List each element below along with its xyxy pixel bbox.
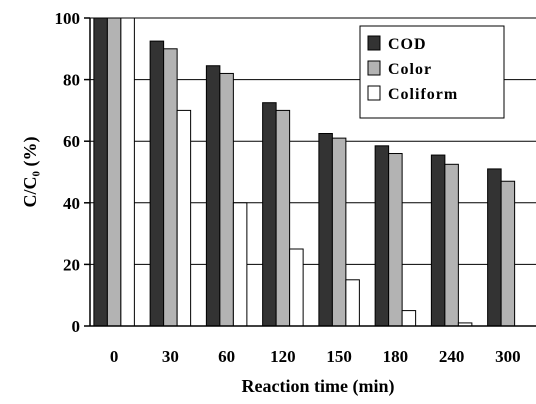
bar-color-240 — [444, 163, 459, 327]
x-tick-label-30: 30 — [162, 347, 179, 366]
bar-cod-30 — [149, 40, 165, 327]
bar-cod-60 — [205, 65, 221, 327]
bar-coliform-30 — [176, 109, 192, 327]
y-axis-title: C/C₀ (%) — [20, 137, 41, 208]
legend-label-color: Color — [388, 61, 432, 78]
y-tick-labels: 0 20 40 60 80 100 — [55, 9, 81, 336]
x-tick-label-120: 120 — [270, 347, 296, 366]
legend-label-cod: COD — [388, 36, 427, 53]
bar-coliform-180 — [401, 310, 417, 327]
x-tick-labels: 0 30 60 120 150 180 240 300 — [110, 347, 521, 366]
axes — [84, 17, 536, 327]
x-tick-label-150: 150 — [326, 347, 352, 366]
y-tick-label-100: 100 — [55, 9, 81, 28]
bar-color-120 — [275, 109, 291, 327]
x-tick-label-0: 0 — [110, 347, 119, 366]
bar-cod-180 — [374, 145, 390, 327]
y-tick-label-80: 80 — [63, 71, 80, 90]
legend-label-coliform: Coliform — [388, 86, 458, 103]
legend-swatch-cod — [367, 35, 381, 51]
legend: COD Color Coliform — [359, 25, 505, 119]
x-tick-label-240: 240 — [439, 347, 465, 366]
bar-coliform-60 — [232, 202, 248, 327]
x-axis-title: Reaction time (min) — [242, 376, 395, 397]
bar-coliform-120 — [289, 248, 304, 327]
x-tick-label-60: 60 — [218, 347, 235, 366]
bar-color-300 — [500, 180, 516, 327]
bar-coliform-150 — [345, 279, 360, 327]
x-tick-label-300: 300 — [495, 347, 521, 366]
bar-color-30 — [163, 48, 178, 327]
bar-color-60 — [219, 72, 234, 327]
bar-cod-300 — [487, 168, 502, 327]
bar-cod-120 — [262, 102, 277, 327]
legend-swatch-color — [367, 60, 381, 76]
bar-color-0 — [106, 17, 122, 327]
bar-color-150 — [331, 137, 347, 327]
bar-color-180 — [388, 153, 403, 327]
y-tick-label-40: 40 — [63, 194, 80, 213]
legend-swatch-coliform — [367, 85, 381, 101]
legend-box — [359, 25, 505, 119]
y-tick-label-0: 0 — [72, 317, 81, 336]
bar-cod-150 — [318, 133, 333, 327]
y-tick-label-20: 20 — [63, 255, 80, 274]
x-tick-label-180: 180 — [383, 347, 409, 366]
bar-cod-240 — [430, 154, 446, 327]
bar-cod-0 — [93, 17, 108, 327]
bar-coliform-0 — [120, 17, 135, 327]
y-tick-label-60: 60 — [63, 132, 80, 151]
